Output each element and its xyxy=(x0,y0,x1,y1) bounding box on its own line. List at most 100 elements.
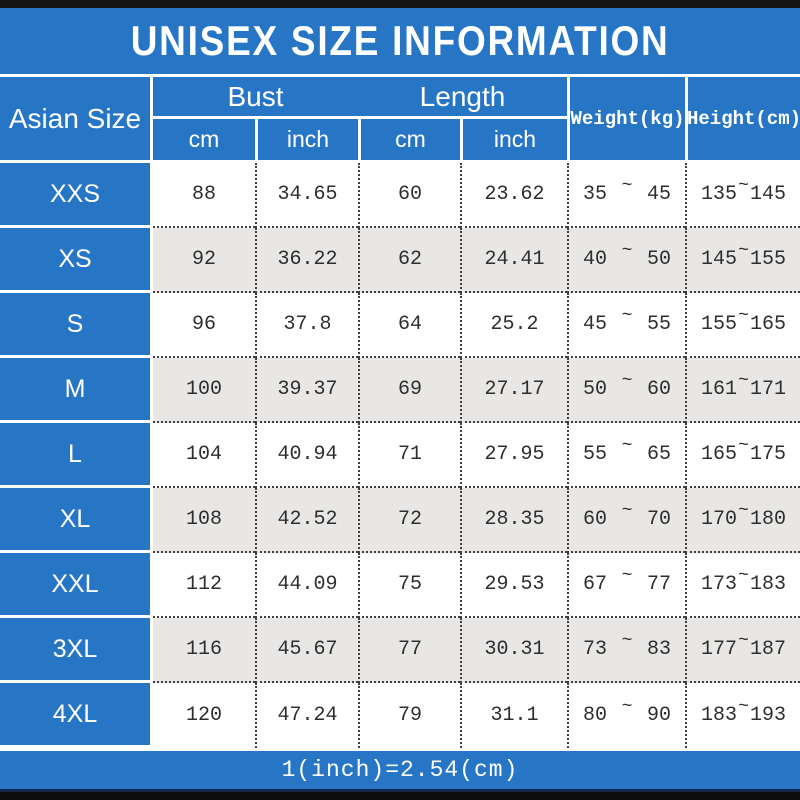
height-max: 183 xyxy=(749,573,786,596)
height-max: 155 xyxy=(749,248,786,271)
page-title: UNISEX SIZE INFORMATION xyxy=(130,17,670,64)
height-max: 187 xyxy=(749,638,786,661)
size-label: S xyxy=(0,293,153,358)
bust-inch-value: 44.09 xyxy=(255,553,358,618)
bust-cm-value: 88 xyxy=(153,163,255,228)
height-range: 145 ~ 155 xyxy=(685,228,800,293)
weight-range: 40 ~ 50 xyxy=(567,228,685,293)
table-row: 3XL 116 45.67 77 30.31 73 ~ 83 177 ~ 187 xyxy=(0,618,800,683)
table-row: M 100 39.37 69 27.17 50 ~ 60 161 ~ 171 xyxy=(0,358,800,423)
height-max: 165 xyxy=(749,313,786,336)
bust-cm-value: 92 xyxy=(153,228,255,293)
table-body: XXS 88 34.65 60 23.62 35 ~ 45 135 ~ 145 … xyxy=(0,163,800,748)
height-max: 180 xyxy=(749,508,786,531)
weight-range: 73 ~ 83 xyxy=(567,618,685,683)
size-label: 3XL xyxy=(0,618,153,683)
length-inch-value: 29.53 xyxy=(460,553,567,618)
bust-inch-value: 36.22 xyxy=(255,228,358,293)
weight-min: 73 xyxy=(583,638,608,661)
height-max: 145 xyxy=(749,183,786,206)
size-label: XXS xyxy=(0,163,153,228)
length-inch-value: 30.31 xyxy=(460,618,567,683)
size-label: XL xyxy=(0,488,153,553)
height-range: 165 ~ 175 xyxy=(685,423,800,488)
header-bust: Bust xyxy=(153,77,358,119)
length-cm-value: 72 xyxy=(358,488,460,553)
bust-cm-value: 112 xyxy=(153,553,255,618)
table-row: S 96 37.8 64 25.2 45 ~ 55 155 ~ 165 xyxy=(0,293,800,358)
bust-cm-value: 108 xyxy=(153,488,255,553)
weight-min: 60 xyxy=(583,508,608,531)
height-max: 171 xyxy=(749,378,786,401)
weight-max: 90 xyxy=(646,704,671,727)
weight-max: 50 xyxy=(646,248,671,271)
bust-inch-value: 45.67 xyxy=(255,618,358,683)
tilde-symbol: ~ xyxy=(621,696,633,717)
height-min: 177 xyxy=(701,638,738,661)
height-min: 145 xyxy=(701,248,738,271)
header-length-inch: inch xyxy=(460,119,567,160)
weight-max: 70 xyxy=(646,508,671,531)
bust-cm-value: 116 xyxy=(153,618,255,683)
tilde-symbol: ~ xyxy=(738,240,749,261)
length-inch-value: 23.62 xyxy=(460,163,567,228)
bust-inch-value: 40.94 xyxy=(255,423,358,488)
header-weight: Weight(kg) xyxy=(567,77,685,160)
weight-min: 55 xyxy=(583,443,608,466)
table-row: XXL 112 44.09 75 29.53 67 ~ 77 173 ~ 183 xyxy=(0,553,800,618)
length-inch-value: 24.41 xyxy=(460,228,567,293)
weight-max: 45 xyxy=(646,183,671,206)
weight-min: 35 xyxy=(583,183,608,206)
tilde-symbol: ~ xyxy=(621,435,633,456)
tilde-symbol: ~ xyxy=(738,175,749,196)
bust-cm-value: 104 xyxy=(153,423,255,488)
table-row: XXS 88 34.65 60 23.62 35 ~ 45 135 ~ 145 xyxy=(0,163,800,228)
weight-min: 50 xyxy=(583,378,608,401)
height-min: 183 xyxy=(701,704,738,727)
height-range: 135 ~ 145 xyxy=(685,163,800,228)
height-range: 170 ~ 180 xyxy=(685,488,800,553)
tilde-symbol: ~ xyxy=(738,370,749,391)
weight-range: 50 ~ 60 xyxy=(567,358,685,423)
weight-range: 80 ~ 90 xyxy=(567,683,685,748)
length-cm-value: 79 xyxy=(358,683,460,748)
bottom-black-bar xyxy=(0,789,800,800)
header-bust-inch: inch xyxy=(255,119,358,160)
tilde-symbol: ~ xyxy=(738,565,749,586)
height-min: 155 xyxy=(701,313,738,336)
bust-inch-value: 37.8 xyxy=(255,293,358,358)
height-range: 161 ~ 171 xyxy=(685,358,800,423)
bust-inch-value: 34.65 xyxy=(255,163,358,228)
length-cm-value: 60 xyxy=(358,163,460,228)
height-min: 165 xyxy=(701,443,738,466)
size-label: 4XL xyxy=(0,683,153,748)
top-black-bar xyxy=(0,0,800,8)
bust-inch-value: 47.24 xyxy=(255,683,358,748)
title-band: UNISEX SIZE INFORMATION xyxy=(0,8,800,77)
height-max: 193 xyxy=(749,704,786,727)
height-max: 175 xyxy=(749,443,786,466)
tilde-symbol: ~ xyxy=(738,500,749,521)
height-range: 183 ~ 193 xyxy=(685,683,800,748)
length-inch-value: 27.17 xyxy=(460,358,567,423)
bust-cm-value: 96 xyxy=(153,293,255,358)
height-range: 177 ~ 187 xyxy=(685,618,800,683)
weight-min: 80 xyxy=(583,704,608,727)
tilde-symbol: ~ xyxy=(621,500,633,521)
tilde-symbol: ~ xyxy=(621,305,633,326)
length-cm-value: 62 xyxy=(358,228,460,293)
tilde-symbol: ~ xyxy=(621,175,633,196)
weight-range: 55 ~ 65 xyxy=(567,423,685,488)
tilde-symbol: ~ xyxy=(621,630,633,651)
table-row: 4XL 120 47.24 79 31.1 80 ~ 90 183 ~ 193 xyxy=(0,683,800,748)
tilde-symbol: ~ xyxy=(738,630,749,651)
weight-range: 45 ~ 55 xyxy=(567,293,685,358)
weight-min: 40 xyxy=(583,248,608,271)
table-row: XS 92 36.22 62 24.41 40 ~ 50 145 ~ 155 xyxy=(0,228,800,293)
size-label: XXL xyxy=(0,553,153,618)
weight-range: 35 ~ 45 xyxy=(567,163,685,228)
footer-band: 1(inch)=2.54(cm) xyxy=(0,748,800,789)
length-cm-value: 69 xyxy=(358,358,460,423)
bust-cm-value: 100 xyxy=(153,358,255,423)
